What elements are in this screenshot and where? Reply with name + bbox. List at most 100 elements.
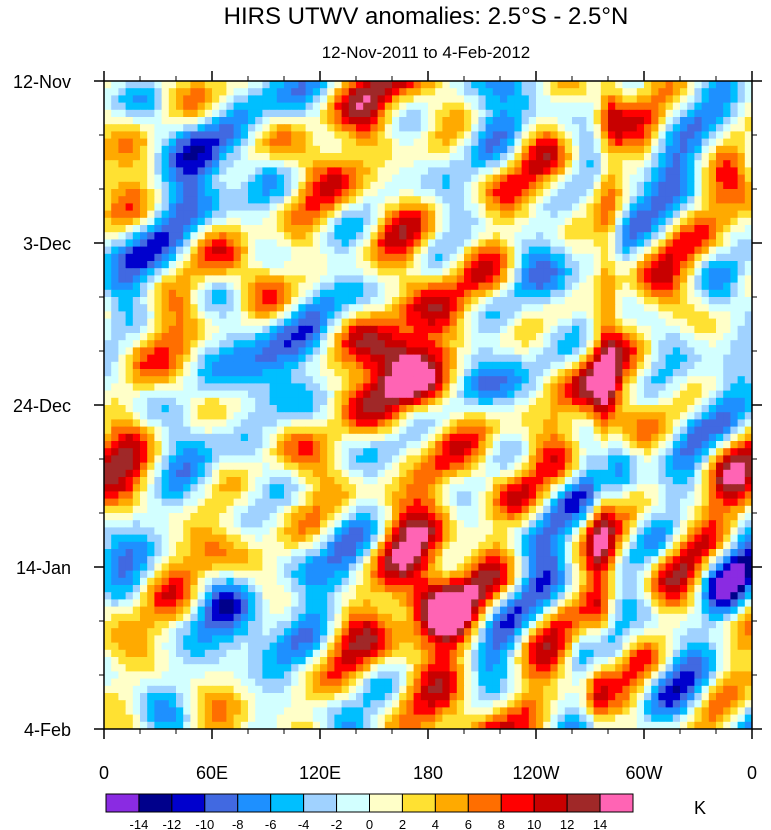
- field-cell: [176, 304, 184, 312]
- field-cell: [140, 138, 148, 147]
- field-cell: [176, 124, 184, 132]
- field-cell: [464, 88, 472, 96]
- field-cell: [420, 210, 429, 219]
- field-cell: [636, 145, 645, 154]
- field-cell: [291, 325, 299, 334]
- field-cell: [456, 390, 465, 399]
- field-cell: [269, 304, 278, 312]
- field-cell: [615, 225, 623, 233]
- field-cell: [600, 361, 609, 370]
- field-cell: [708, 311, 717, 319]
- field-cell: [392, 282, 400, 291]
- field-cell: [507, 232, 515, 240]
- field-cell: [521, 88, 530, 96]
- field-cell: [507, 174, 515, 183]
- field-cell: [485, 167, 494, 175]
- field-cell: [622, 433, 630, 442]
- field-cell: [226, 174, 234, 183]
- field-cell: [492, 441, 501, 449]
- field-cell: [204, 117, 213, 125]
- field-cell: [377, 210, 386, 219]
- field-cell: [233, 210, 242, 219]
- field-cell: [442, 347, 450, 355]
- field-cell: [471, 117, 479, 125]
- field-cell: [356, 412, 364, 420]
- field-cell: [276, 289, 285, 298]
- field-cell: [219, 102, 227, 111]
- field-cell: [284, 297, 292, 305]
- field-cell: [298, 441, 306, 449]
- field-cell: [276, 153, 285, 161]
- field-cell: [197, 433, 206, 442]
- field-cell: [276, 145, 285, 154]
- field-cell: [507, 167, 515, 175]
- field-cell: [363, 469, 371, 478]
- field-cell: [327, 239, 335, 247]
- field-cell: [708, 210, 717, 219]
- field-cell: [161, 354, 170, 363]
- field-cell: [312, 246, 321, 255]
- field-cell: [665, 354, 674, 363]
- field-cell: [197, 354, 206, 363]
- field-cell: [420, 145, 429, 154]
- field-cell: [125, 246, 134, 255]
- field-cell: [492, 340, 501, 348]
- field-cell: [456, 462, 465, 471]
- field-cell: [356, 109, 364, 118]
- field-cell: [615, 347, 623, 355]
- field-cell: [593, 376, 602, 384]
- field-cell: [341, 340, 350, 348]
- field-cell: [305, 304, 314, 312]
- field-cell: [658, 455, 666, 463]
- field-cell: [111, 289, 119, 298]
- field-cell: [154, 225, 162, 233]
- field-cell: [183, 304, 191, 312]
- field-cell: [348, 253, 357, 262]
- field-cell: [341, 203, 350, 211]
- field-cell: [348, 145, 357, 154]
- field-cell: [420, 448, 429, 456]
- field-cell: [334, 181, 342, 190]
- field-cell: [384, 354, 393, 363]
- field-cell: [608, 217, 616, 226]
- field-cell: [723, 462, 731, 471]
- field-cell: [564, 239, 573, 247]
- field-cell: [298, 455, 306, 463]
- field-cell: [557, 448, 566, 456]
- field-cell: [658, 131, 666, 139]
- field-cell: [348, 304, 357, 312]
- field-cell: [708, 131, 717, 139]
- field-cell: [744, 239, 752, 247]
- field-cell: [233, 261, 242, 269]
- field-cell: [687, 189, 695, 197]
- field-cell: [341, 102, 350, 111]
- field-cell: [276, 426, 285, 435]
- field-cell: [543, 311, 551, 319]
- field-cell: [672, 189, 681, 197]
- field-cell: [348, 210, 357, 219]
- field-cell: [528, 109, 537, 118]
- field-cell: [608, 261, 616, 269]
- field-cell: [528, 433, 537, 442]
- field-cell: [312, 189, 321, 197]
- field-cell: [413, 361, 422, 370]
- field-cell: [665, 232, 674, 240]
- field-cell: [730, 275, 738, 283]
- field-cell: [435, 167, 443, 175]
- field-cell: [334, 304, 342, 312]
- field-cell: [226, 124, 234, 132]
- field-cell: [269, 232, 278, 240]
- field-cell: [485, 261, 494, 269]
- field-cell: [737, 225, 746, 233]
- field-cell: [370, 210, 378, 219]
- field-cell: [500, 210, 508, 219]
- field-cell: [219, 383, 227, 391]
- field-cell: [593, 217, 602, 226]
- field-cell: [255, 109, 263, 118]
- field-cell: [298, 397, 306, 406]
- field-cell: [737, 261, 746, 269]
- field-cell: [500, 361, 508, 370]
- field-cell: [176, 369, 184, 377]
- field-cell: [240, 239, 249, 247]
- field-cell: [536, 88, 544, 96]
